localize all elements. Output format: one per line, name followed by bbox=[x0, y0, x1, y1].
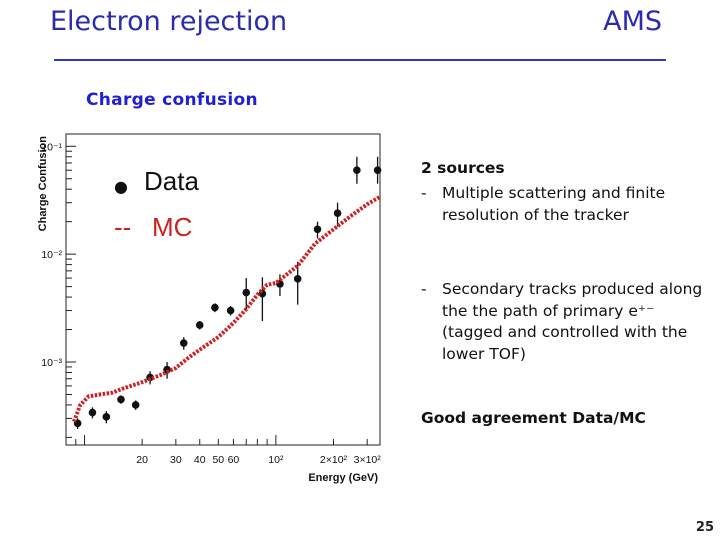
data-point bbox=[179, 339, 188, 347]
legend-mc-marker: -- bbox=[114, 212, 131, 242]
conclusion-text: Good agreement Data/MC bbox=[421, 409, 646, 427]
slide-title-right: AMS bbox=[603, 6, 662, 37]
legend-data-marker: ● bbox=[114, 177, 128, 196]
section-subtitle: Charge confusion bbox=[86, 90, 258, 110]
y-tick-label: 10⁻¹ bbox=[41, 141, 62, 153]
y-tick-label: 10⁻² bbox=[41, 249, 62, 261]
chart-svg: 20 30 40 50 60 10² 2×10² 3×10² 10⁻³ 10⁻² 10⁻¹ Energ… bbox=[37, 133, 382, 484]
legend-data-label: Data bbox=[144, 166, 199, 196]
x-tick-label: 3×10² bbox=[354, 454, 382, 466]
mc-series-line bbox=[72, 195, 382, 423]
x-tick-label: 30 bbox=[170, 454, 182, 466]
title-divider bbox=[54, 59, 666, 61]
slide-title: Electron rejection bbox=[50, 6, 288, 37]
data-point bbox=[102, 413, 111, 421]
x-tick-label: 2×10² bbox=[320, 454, 348, 466]
y-axis-label: Charge Confusion bbox=[37, 136, 49, 232]
data-point bbox=[131, 401, 140, 409]
data-point bbox=[195, 321, 204, 329]
x-tick-label: 20 bbox=[136, 454, 148, 466]
bullet-marker: - bbox=[421, 184, 427, 202]
y-tick-label: 10⁻³ bbox=[41, 357, 62, 369]
data-point bbox=[353, 166, 361, 175]
bullet-text: Multiple scattering and finite resolutio… bbox=[442, 184, 666, 224]
charge-confusion-chart: 20 30 40 50 60 10² 2×10² 3×10² 10⁻³ 10⁻² 10⁻¹ Energ… bbox=[34, 132, 382, 490]
data-point bbox=[313, 225, 322, 234]
legend-mc-label: MC bbox=[152, 212, 192, 242]
data-point bbox=[226, 306, 235, 315]
data-point bbox=[333, 209, 342, 217]
data-point bbox=[211, 303, 219, 312]
x-tick-label: 50 bbox=[212, 454, 224, 466]
bullet-text: Secondary tracks produced along the the … bbox=[442, 280, 703, 363]
x-axis-label: Energy (GeV) bbox=[308, 472, 378, 484]
x-tick-label: 10² bbox=[268, 454, 284, 466]
data-point bbox=[88, 408, 97, 417]
plot-frame bbox=[65, 133, 381, 446]
bullet-marker: - bbox=[421, 280, 427, 298]
sources-heading: 2 sources bbox=[421, 159, 505, 177]
data-point bbox=[242, 288, 251, 297]
x-tick-label: 60 bbox=[228, 454, 240, 466]
data-point bbox=[117, 395, 125, 404]
data-point bbox=[373, 166, 382, 175]
x-tick-label: 40 bbox=[194, 454, 206, 466]
data-point bbox=[293, 275, 302, 283]
page-number: 25 bbox=[695, 520, 714, 535]
